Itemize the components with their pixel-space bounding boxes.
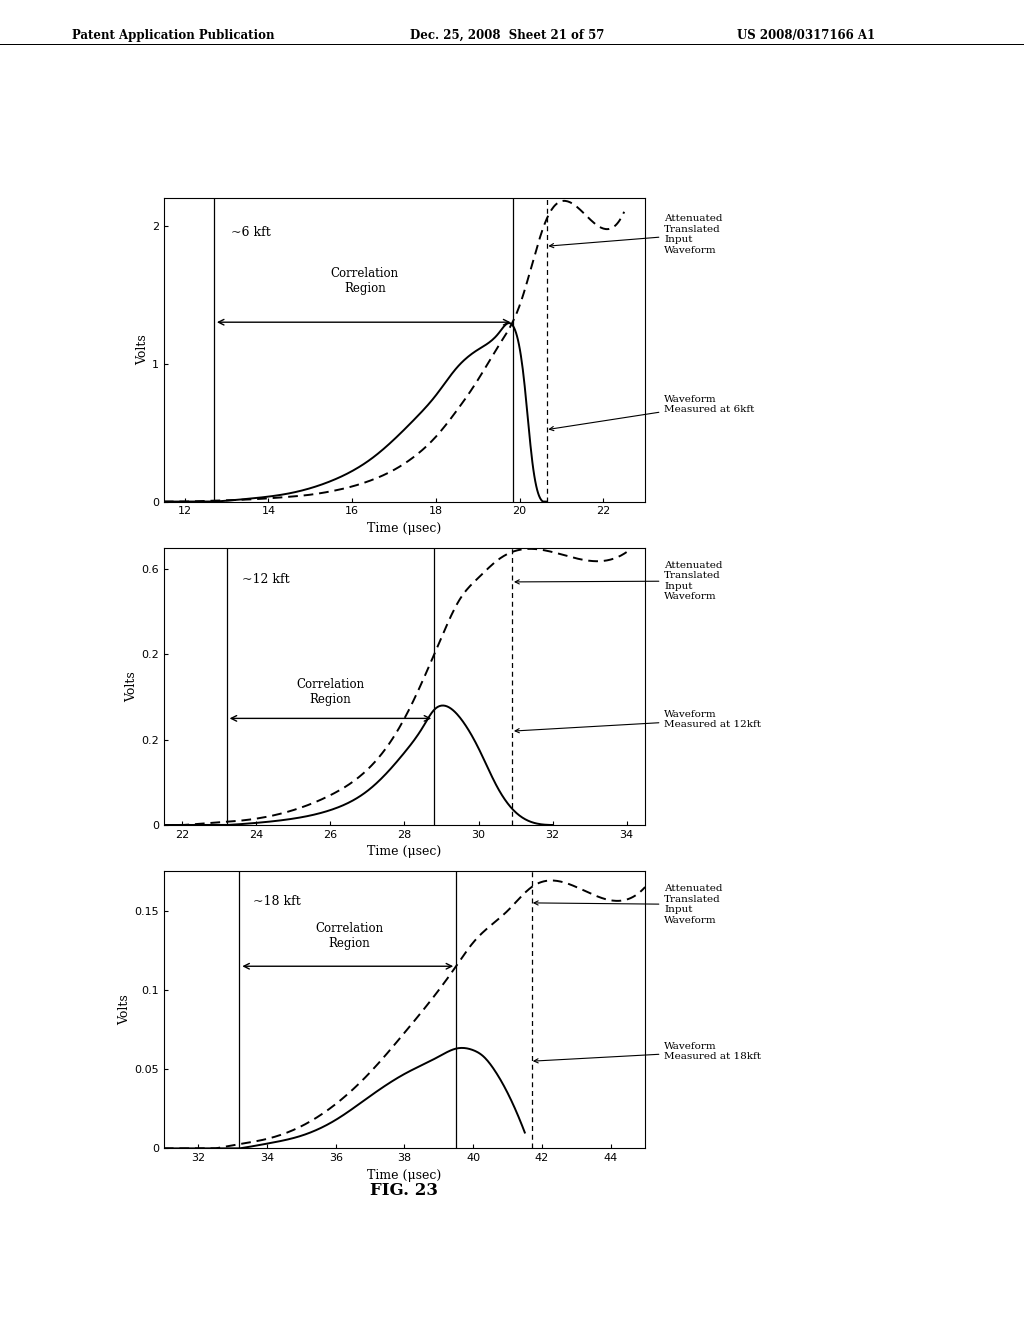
Text: Waveform
Measured at 18kft: Waveform Measured at 18kft [534, 1041, 762, 1063]
Text: FIG. 23: FIG. 23 [371, 1181, 438, 1199]
X-axis label: Time (μsec): Time (μsec) [368, 845, 441, 858]
Text: Patent Application Publication: Patent Application Publication [72, 29, 274, 42]
Text: Correlation
Region: Correlation Region [331, 267, 398, 294]
Text: Dec. 25, 2008  Sheet 21 of 57: Dec. 25, 2008 Sheet 21 of 57 [410, 29, 604, 42]
Text: US 2008/0317166 A1: US 2008/0317166 A1 [737, 29, 876, 42]
Text: Attenuated
Translated
Input
Waveform: Attenuated Translated Input Waveform [550, 214, 723, 255]
Text: Attenuated
Translated
Input
Waveform: Attenuated Translated Input Waveform [534, 884, 723, 924]
X-axis label: Time (μsec): Time (μsec) [368, 521, 441, 535]
Text: ~12 kft: ~12 kft [242, 573, 289, 586]
Text: ~18 kft: ~18 kft [253, 895, 301, 908]
Text: Attenuated
Translated
Input
Waveform: Attenuated Translated Input Waveform [515, 561, 723, 601]
Text: ~6 kft: ~6 kft [230, 226, 270, 239]
Text: Waveform
Measured at 6kft: Waveform Measured at 6kft [550, 395, 755, 430]
X-axis label: Time (μsec): Time (μsec) [368, 1168, 441, 1181]
Text: Correlation
Region: Correlation Region [315, 923, 384, 950]
Y-axis label: Volts: Volts [126, 671, 138, 702]
Y-axis label: Volts: Volts [136, 334, 150, 366]
Text: Correlation
Region: Correlation Region [296, 677, 365, 706]
Y-axis label: Volts: Volts [119, 994, 131, 1026]
Text: Waveform
Measured at 12kft: Waveform Measured at 12kft [515, 710, 762, 733]
